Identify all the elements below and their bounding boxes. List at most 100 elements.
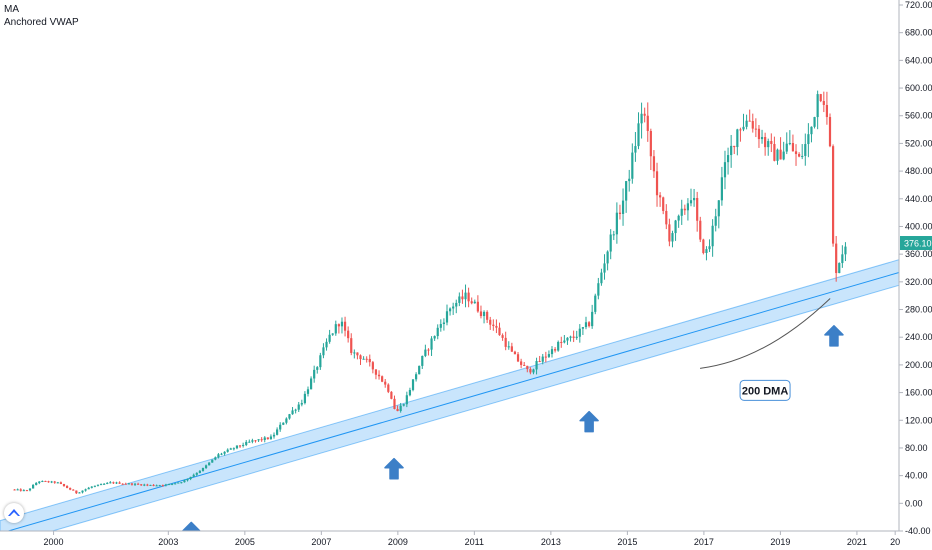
candle (643, 107, 646, 123)
candle-body (791, 143, 795, 152)
candle (757, 124, 761, 148)
candle-body (767, 141, 770, 148)
candle (807, 123, 810, 158)
candle-body (430, 338, 433, 350)
candle (331, 333, 334, 336)
candle-body (309, 378, 313, 390)
support-arrows (181, 325, 844, 544)
candle-body (612, 234, 615, 236)
candle-body (581, 327, 584, 329)
candle (285, 417, 288, 425)
up-arrow-icon (579, 410, 599, 433)
dma-band (0, 259, 900, 547)
candle-body (263, 437, 266, 440)
candle-body (25, 490, 29, 492)
candle-body (810, 126, 813, 135)
candle (106, 482, 109, 485)
candle-body (782, 151, 785, 160)
candle (668, 218, 671, 247)
candle (816, 90, 819, 130)
candle (217, 453, 220, 459)
candle-body (220, 453, 223, 455)
candle (65, 485, 69, 489)
candle-body (331, 333, 334, 335)
candle (547, 350, 551, 359)
candle (621, 188, 625, 226)
candle-body (553, 349, 557, 351)
legend-symbol[interactable]: MA (4, 4, 19, 15)
candle-body (186, 479, 189, 481)
candle (399, 402, 402, 413)
candle (365, 356, 368, 363)
candle (436, 324, 439, 340)
candle (353, 349, 356, 359)
candle-body (655, 171, 659, 196)
candle-body (387, 384, 390, 392)
candle (569, 335, 572, 342)
candle-body (347, 330, 350, 339)
x-tick-label: 2011 (465, 537, 484, 547)
candle (442, 318, 446, 331)
candle-body (482, 311, 486, 317)
candle (625, 180, 628, 213)
candle (683, 204, 686, 215)
candle (167, 483, 171, 486)
candle (587, 321, 591, 328)
candle (334, 320, 337, 336)
candle-body (844, 246, 847, 255)
candle-body (242, 444, 245, 446)
candle-body (223, 451, 226, 454)
candle-body (343, 321, 347, 331)
candle-body (180, 482, 183, 484)
candle (692, 188, 696, 207)
candle (316, 366, 319, 374)
x-tick-label: 2003 (158, 537, 178, 547)
candle-body (217, 454, 220, 458)
candle-body (501, 335, 504, 338)
candle-body (235, 445, 239, 449)
candle-body (473, 301, 476, 304)
candle-body (683, 208, 686, 211)
candle-body (140, 484, 143, 486)
candle (47, 480, 50, 483)
candle (183, 479, 186, 483)
candle-body (804, 144, 807, 156)
candle (464, 284, 467, 308)
candle-body (822, 101, 825, 105)
candle (337, 323, 340, 334)
candle (717, 200, 720, 229)
candle-body (452, 306, 455, 309)
candle (201, 467, 205, 472)
candle-body (646, 115, 649, 131)
candle-body (177, 482, 180, 484)
candle-body (350, 338, 353, 353)
candle-body (35, 482, 38, 486)
candle (492, 319, 495, 331)
candle (393, 395, 396, 410)
candle-body (133, 483, 137, 485)
candle-body (19, 489, 22, 491)
logo-icon[interactable] (4, 503, 24, 523)
candle-body (272, 434, 276, 437)
y-tick-label: 400.00 (905, 221, 932, 231)
candle (19, 488, 22, 492)
candle-body (238, 445, 242, 447)
candle (779, 137, 782, 160)
candle (813, 116, 816, 129)
y-tick-label: 680.00 (905, 28, 932, 38)
candle (649, 128, 652, 171)
candle-body (143, 484, 146, 486)
candle (662, 196, 665, 215)
candle-body (319, 355, 322, 368)
candle-body (121, 483, 124, 485)
candle (78, 492, 81, 494)
candle-body (22, 490, 25, 492)
legend-indicator[interactable]: Anchored VWAP (4, 17, 79, 28)
candle (801, 144, 804, 160)
candle-body (248, 441, 251, 443)
price-badge-label: 376.10 (904, 239, 932, 249)
candle (486, 310, 489, 324)
candle (272, 432, 276, 439)
candle-body (547, 354, 551, 357)
